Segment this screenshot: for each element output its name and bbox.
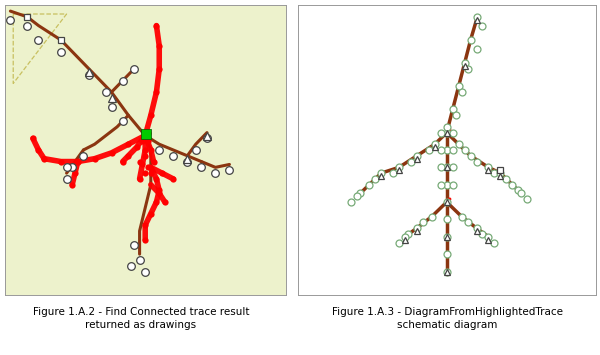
Text: Figure 1.A.3 - DiagramFromHighlightedTrace
schematic diagram: Figure 1.A.3 - DiagramFromHighlightedTra…: [331, 307, 563, 330]
Text: Figure 1.A.2 - Find Connected trace result
returned as drawings: Figure 1.A.2 - Find Connected trace resu…: [33, 307, 249, 330]
